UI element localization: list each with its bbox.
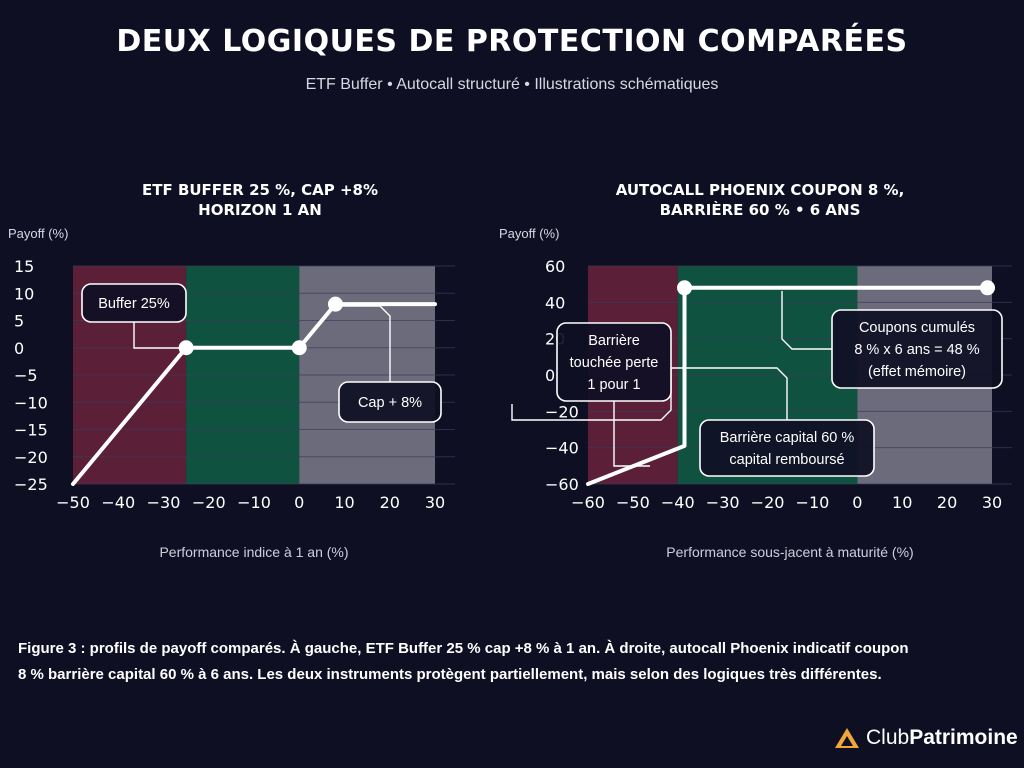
payoff-point [291,340,307,356]
x-tick-label: −30 [147,493,181,512]
right-x-axis-label: Performance sous-jacent à maturité (%) [666,544,914,560]
y-tick-label: 60 [545,257,565,276]
y-tick-label: 15 [14,257,34,276]
x-tick-label: −40 [101,493,135,512]
y-tick-label: −20 [545,402,579,421]
annotation-text: (effet mémoire) [868,364,966,380]
brand-name-part2: Patrimoine [909,726,1018,749]
y-tick-label: 0 [545,366,555,385]
x-tick-label: −50 [56,493,90,512]
y-tick-label: 10 [14,284,34,303]
page-title: DEUX LOGIQUES DE PROTECTION COMPARÉES [116,24,908,59]
left-chart-title-line2: HORIZON 1 AN [198,201,322,219]
x-tick-label: −10 [796,493,830,512]
left-chart-title-line1: ETF BUFFER 25 %, CAP +8% [142,181,378,199]
annotation-text: Barrière capital 60 % [720,430,855,446]
y-tick-label: 5 [14,312,24,331]
right-chart-title-line1: AUTOCALL PHOENIX COUPON 8 %, [615,181,905,199]
brand-name-part1: Club [866,726,910,749]
x-tick-label: −20 [751,493,785,512]
right-chart-title: AUTOCALL PHOENIX COUPON 8 %, BARRIÈRE 60… [560,180,960,220]
figure-caption: Figure 3 : profils de payoff comparés. À… [18,636,1008,688]
left-x-axis-label: Performance indice à 1 an (%) [159,544,349,560]
page-subtitle: ETF Buffer • Autocall structuré • Illust… [305,76,719,93]
x-tick-label: 10 [892,493,912,512]
annotation-text: 1 pour 1 [587,377,640,393]
payoff-point [677,280,693,296]
brand-logo: Club Patrimoine [834,722,1018,754]
annotation-leader-line [781,291,832,350]
right-y-axis-label: Payoff (%) [499,226,560,241]
x-tick-label: −60 [571,493,605,512]
y-tick-label: −60 [545,475,579,494]
payoff-line [586,285,990,486]
x-tick-label: 20 [380,493,400,512]
payoff-point [980,280,996,296]
y-tick-label: −5 [14,366,38,385]
x-tick-label: 30 [425,493,445,512]
caption-line-2: 8 % barrière capital 60 % à 6 ans. Les d… [18,666,882,683]
annotation-text: Cap + 8% [358,395,422,411]
payoff-point [178,340,194,356]
y-tick-label: −15 [14,421,48,440]
x-tick-label: 0 [294,493,304,512]
x-tick-label: 10 [334,493,354,512]
x-tick-label: −50 [616,493,650,512]
left-chart-title: ETF BUFFER 25 %, CAP +8% HORIZON 1 AN [60,180,460,220]
y-tick-label: 0 [14,339,24,358]
annotation-box [338,381,442,423]
annotation-box [81,283,187,323]
annotation-box [556,322,672,402]
annotation-text: touchée perte [570,355,659,371]
annotation-text: Buffer 25% [98,296,170,312]
x-tick-label: −20 [192,493,226,512]
y-tick-label: −40 [545,439,579,458]
annotation-text: capital remboursé [729,452,844,468]
y-tick-label: −10 [14,393,48,412]
annotation-box [831,309,1003,389]
x-tick-label: −10 [237,493,271,512]
y-tick-label: −20 [14,448,48,467]
y-tick-label: −25 [14,475,48,494]
caption-line-1: Figure 3 : profils de payoff comparés. À… [18,640,909,657]
payoff-point [327,296,343,312]
y-tick-label: 40 [545,293,565,312]
x-tick-label: 0 [852,493,862,512]
x-tick-label: 20 [937,493,957,512]
x-tick-label: 30 [982,493,1002,512]
right-chart-title-line2: BARRIÈRE 60 % • 6 ANS [659,201,861,219]
annotation-text: Barrière [588,333,640,349]
annotation-text: Coupons cumulés [859,320,975,336]
left-y-axis-label: Payoff (%) [8,226,69,241]
x-tick-label: −30 [706,493,740,512]
annotation-box [699,419,875,477]
annotation-text: 8 % x 6 ans = 48 % [854,342,979,358]
x-tick-label: −40 [661,493,695,512]
annotation-leader-line [133,322,187,349]
triangle-logo-icon [835,728,859,748]
